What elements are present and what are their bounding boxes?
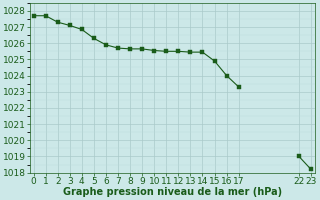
X-axis label: Graphe pression niveau de la mer (hPa): Graphe pression niveau de la mer (hPa) [63, 187, 282, 197]
